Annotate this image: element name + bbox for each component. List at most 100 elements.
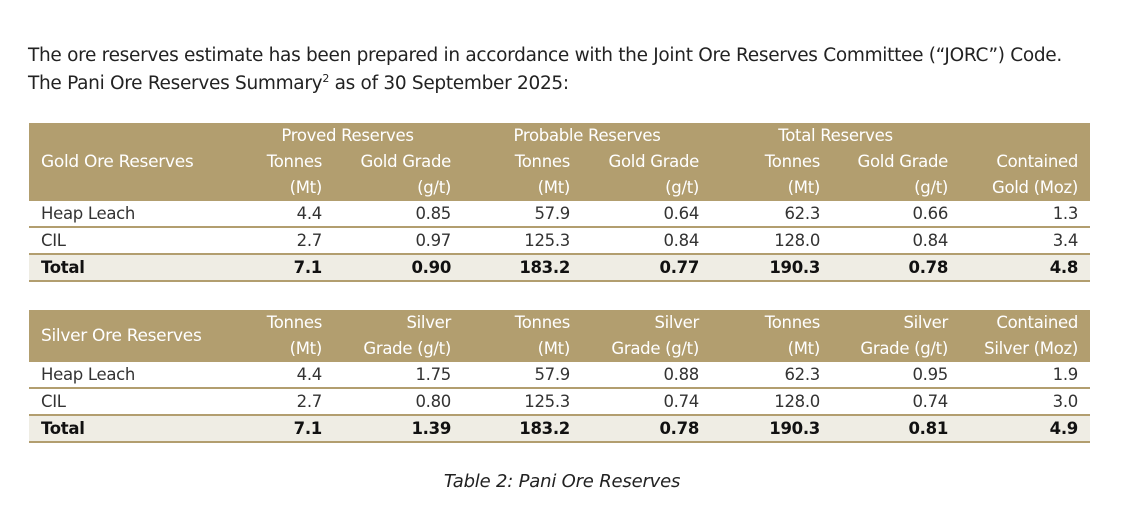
column-header-line: Gold (Moz) [991,178,1079,197]
cell-probable-grade: 0.84 [582,227,712,255]
silver-ore-reserves-table: Silver Ore Reserves Tonnes (Mt) Silver Gra… [29,310,1090,443]
cell-total-grade: 0.95 [832,362,960,389]
column-header-line: Tonnes [764,313,821,332]
column-header-line: Silver (Moz) [984,339,1078,358]
column-header-proved-tonnes: Tonnes (Mt) [232,310,334,362]
cell-proved-tonnes: 4.4 [232,201,334,228]
cell-proved-grade: 0.90 [334,254,464,282]
intro-line-2: The Pani Ore Reserves Summary2 as of 30 … [28,70,1108,98]
intro-paragraph: The ore reserves estimate has been prepa… [28,42,1108,98]
column-header-probable-tonnes: Tonnes (Mt) [463,149,583,201]
column-header-line: (g/t) [665,178,700,197]
cell-contained-gold: 4.8 [960,254,1091,282]
cell-total-tonnes: 190.3 [711,254,833,282]
cell-total-tonnes: 62.3 [711,362,832,389]
intro-line-1: The ore reserves estimate has been prepa… [28,45,1062,66]
cell-contained-gold: 1.3 [960,201,1091,228]
table-row-cil: CIL 2.7 0.80 125.3 0.74 128.0 0.74 3.0 [29,388,1090,416]
column-header-probable-grade: Silver Grade (g/t) [582,310,711,362]
column-header-total-tonnes: Tonnes (Mt) [711,310,832,362]
column-header-line: (Mt) [289,178,323,197]
cell-total-grade: 0.84 [832,227,961,255]
cell-probable-grade: 0.64 [582,201,712,228]
cell-total-tonnes: 190.3 [711,415,832,443]
cell-total-tonnes: 128.0 [711,227,833,255]
column-header-total-grade: Silver Grade (g/t) [832,310,960,362]
column-header-line: Tonnes [514,313,571,332]
cell-probable-tonnes: 57.9 [463,362,582,389]
column-header-line: Gold Grade [360,152,452,171]
cell-proved-grade: 0.80 [334,388,463,416]
cell-contained-silver: 1.9 [960,362,1090,389]
column-header-line: (Mt) [537,339,571,358]
column-header-line: Tonnes [514,152,571,171]
column-header-line: Grade (g/t) [860,339,948,358]
cell-total-grade: 0.66 [832,201,961,228]
column-header-line: Contained [996,313,1078,332]
column-header-line: Tonnes [266,152,323,171]
column-header-line: Tonnes [266,313,323,332]
cell-probable-grade: 0.88 [582,362,711,389]
column-header-total-grade: Gold Grade (g/t) [832,149,961,201]
gold-table-title: Gold Ore Reserves [29,123,232,201]
row-label: Heap Leach [29,362,232,389]
footnote-marker[interactable]: 2 [322,72,330,85]
intro-line-2-text: The Pani Ore Reserves Summary [28,73,323,94]
column-header-line: Grade (g/t) [363,339,451,358]
cell-contained-silver: 3.0 [960,388,1090,416]
column-header-line: (Mt) [289,339,323,358]
column-header-line: Gold Grade [608,152,700,171]
table-row-heap-leach: Heap Leach 4.4 1.75 57.9 0.88 62.3 0.95 … [29,362,1090,389]
table-row-cil: CIL 2.7 0.97 125.3 0.84 128.0 0.84 3.4 [29,227,1091,255]
group-header-proved: Proved Reserves [232,123,464,149]
group-header-probable: Probable Reserves [463,123,712,149]
table-row-total: Total 7.1 0.90 183.2 0.77 190.3 0.78 4.8 [29,254,1091,282]
row-label: Total [29,254,232,282]
cell-proved-tonnes: 7.1 [232,254,334,282]
silver-table-column-header-row: Silver Ore Reserves Tonnes (Mt) Silver Gra… [29,310,1090,362]
cell-contained-silver: 4.9 [960,415,1090,443]
cell-proved-grade: 1.39 [334,415,463,443]
cell-probable-tonnes: 125.3 [463,388,582,416]
cell-total-tonnes: 128.0 [711,388,832,416]
cell-probable-tonnes: 183.2 [463,415,582,443]
cell-proved-grade: 0.85 [334,201,464,228]
table-caption: Table 2: Pani Ore Reserves [443,471,681,492]
row-label: Total [29,415,232,443]
column-header-line: Silver [654,313,699,332]
cell-total-grade: 0.74 [832,388,960,416]
row-label: Heap Leach [29,201,232,228]
column-header-line: Silver [406,313,451,332]
cell-proved-grade: 0.97 [334,227,464,255]
cell-proved-tonnes: 7.1 [232,415,334,443]
cell-proved-grade: 1.75 [334,362,463,389]
column-header-line: Contained [996,152,1079,171]
column-header-line: Grade (g/t) [611,339,699,358]
cell-total-grade: 0.78 [832,254,961,282]
column-header-line: (Mt) [537,178,571,197]
column-header-total-tonnes: Tonnes (Mt) [711,149,833,201]
cell-probable-tonnes: 183.2 [463,254,583,282]
group-header-total: Total Reserves [711,123,961,149]
gold-ore-reserves-table: Gold Ore Reserves Proved Reserves Probab… [29,123,1091,282]
column-header-line: Gold Grade [857,152,949,171]
column-header-proved-grade: Silver Grade (g/t) [334,310,463,362]
cell-probable-tonnes: 57.9 [463,201,583,228]
column-header-line: (Mt) [787,339,821,358]
row-label: CIL [29,227,232,255]
cell-contained-gold: 3.4 [960,227,1091,255]
cell-probable-grade: 0.78 [582,415,711,443]
group-header-blank [960,123,1091,149]
gold-table-group-header-row: Gold Ore Reserves Proved Reserves Probab… [29,123,1091,201]
column-header-line: (g/t) [914,178,949,197]
cell-probable-grade: 0.77 [582,254,712,282]
intro-line-2-date: as of 30 September 2025: [329,73,570,94]
cell-proved-tonnes: 2.7 [232,388,334,416]
column-header-line: Tonnes [764,152,821,171]
table-row-total: Total 7.1 1.39 183.2 0.78 190.3 0.81 4.9 [29,415,1090,443]
column-header-line: Silver [903,313,948,332]
column-header-contained-silver: Contained Silver (Moz) [960,310,1090,362]
table-row-heap-leach: Heap Leach 4.4 0.85 57.9 0.64 62.3 0.66 … [29,201,1091,228]
column-header-probable-tonnes: Tonnes (Mt) [463,310,582,362]
column-header-line: (g/t) [417,178,452,197]
